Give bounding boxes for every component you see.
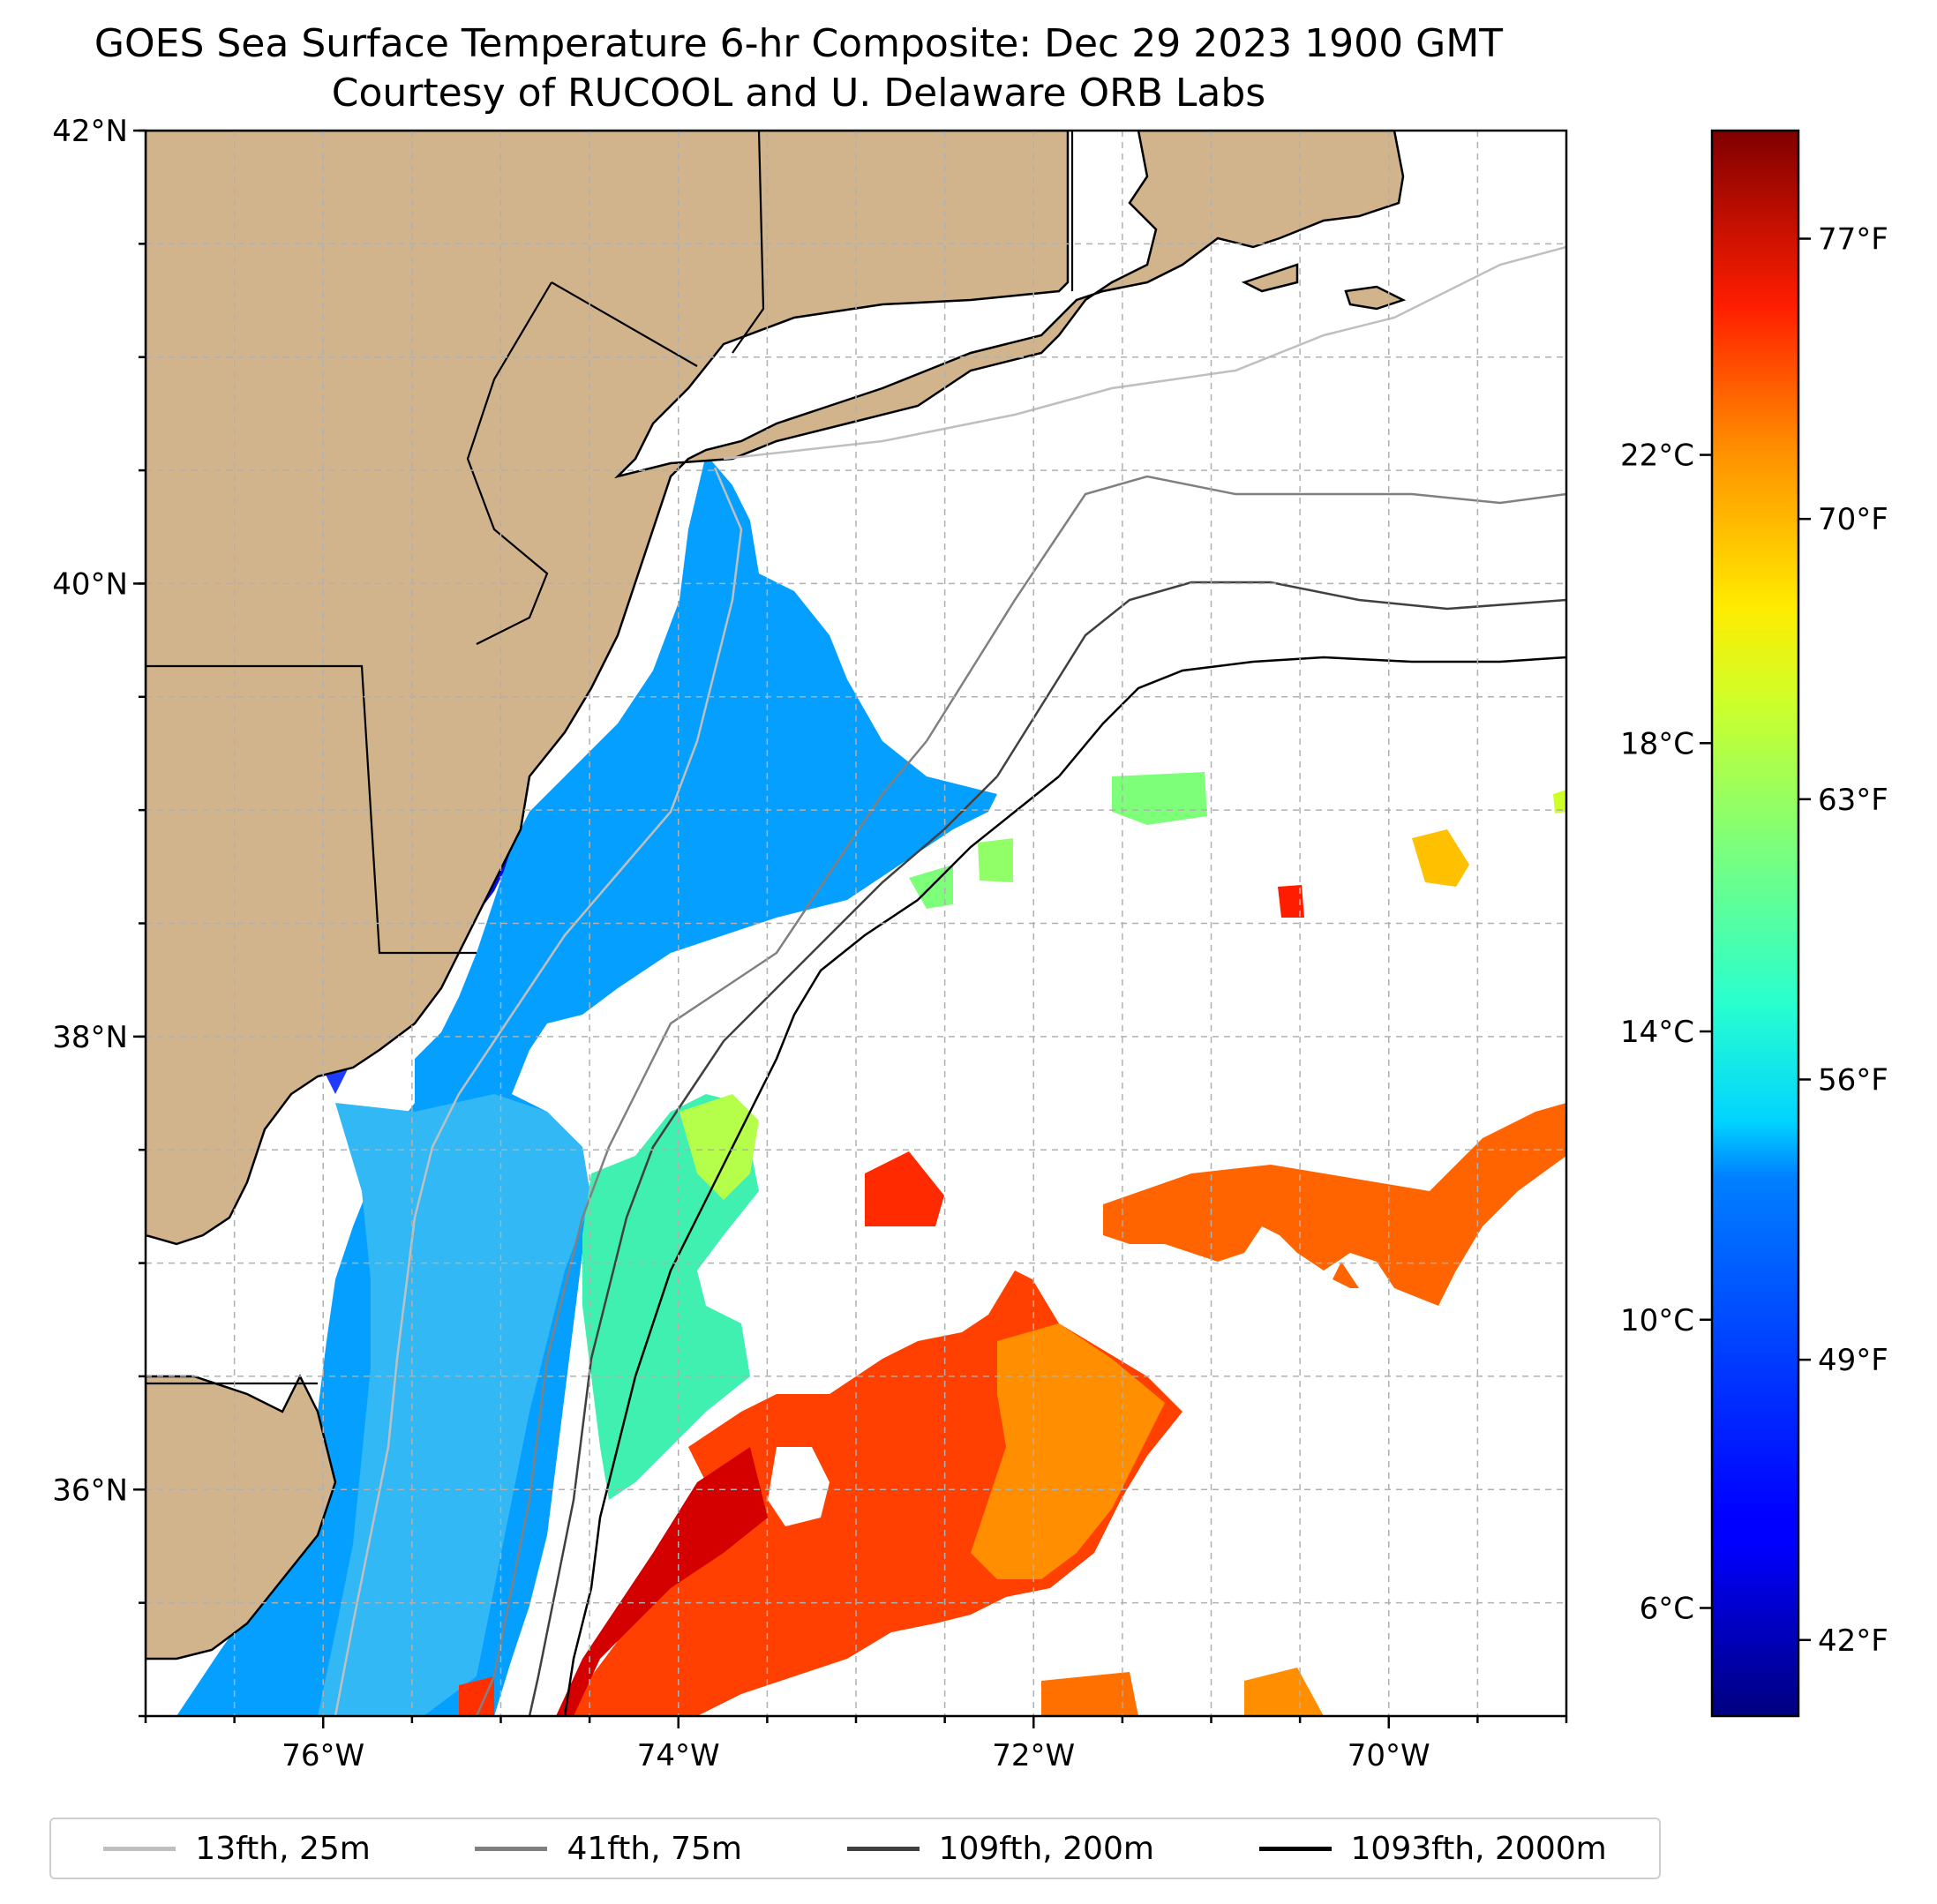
land-layer: [146, 131, 1407, 1660]
legend-swatch: [103, 1846, 176, 1851]
contour-200m-north: [995, 581, 1566, 777]
lat-tick-label: 42°N: [52, 114, 128, 149]
border-ny-ct: [732, 131, 765, 354]
legend-item-75m: 41fth, 75m: [475, 1831, 742, 1867]
border-pa-nj: [466, 281, 552, 645]
gulf-stream-eddy: [865, 1151, 944, 1226]
warm-slope-sst: [679, 1094, 759, 1200]
axis-ticks: [133, 129, 1568, 1728]
lat-tick-label: 36°N: [52, 1473, 128, 1508]
legend-label: 41fth, 75m: [567, 1830, 742, 1867]
border-ny-pa: [551, 281, 698, 367]
mainland: [146, 131, 1405, 1246]
gulf-stream-north-wall: [1103, 1103, 1566, 1306]
celsius-tick-label: 14°C: [1620, 1015, 1694, 1050]
contour-25m: [334, 467, 743, 1716]
fahrenheit-tick-label: 42°F: [1818, 1623, 1888, 1659]
lat-tick-label: 38°N: [52, 1020, 128, 1055]
legend-item-200m: 109fth, 200m: [846, 1830, 1154, 1867]
legend-label: 13fth, 25m: [195, 1830, 371, 1867]
fahrenheit-tick-label: 77°F: [1818, 222, 1888, 258]
lon-tick-label: 76°W: [282, 1738, 364, 1773]
celsius-tick-label: 6°C: [1640, 1591, 1694, 1626]
gulf-stream-fragment: [1333, 1262, 1359, 1288]
southern-shelf-sst: [318, 1094, 591, 1716]
legend-item-25m: 13fth, 25m: [103, 1831, 371, 1867]
virginia-nc-land: [146, 1374, 337, 1660]
legend-item-2000m: 1093fth, 2000m: [1258, 1830, 1607, 1867]
offshore-patch-red: [1278, 885, 1304, 918]
colorbar-celsius-ticks: 22°C 18°C 14°C 10°C 6°C: [1620, 439, 1712, 1626]
fahrenheit-tick-label: 70°F: [1818, 502, 1888, 537]
longitude-labels: 76°W 74°W 72°W 70°W: [282, 1738, 1430, 1773]
legend-swatch: [846, 1846, 920, 1851]
contour-75m: [475, 740, 927, 1716]
sst-data-layer: [146, 454, 1566, 1716]
celsius-tick-label: 18°C: [1620, 726, 1694, 761]
cloud-gap: [768, 1447, 830, 1526]
celsius-tick-label: 22°C: [1620, 439, 1694, 474]
lon-tick-label: 72°W: [992, 1738, 1075, 1773]
fahrenheit-tick-label: 49°F: [1818, 1343, 1888, 1378]
contour-75m-north: [925, 475, 1566, 742]
fahrenheit-tick-label: 63°F: [1818, 783, 1888, 818]
map-title: GOES Sea Surface Temperature 6-hr Compos…: [94, 21, 1504, 66]
bathymetry-layer: [334, 245, 1566, 1716]
fahrenheit-tick-label: 56°F: [1818, 1062, 1888, 1098]
colorbar: [1712, 131, 1798, 1716]
colorbar-frame: [1710, 129, 1800, 1718]
gulf-stream-warm-core: [971, 1323, 1165, 1579]
south-patch-red: [459, 1676, 494, 1716]
legend-swatch: [475, 1846, 548, 1851]
contour-200m: [528, 776, 998, 1716]
lat-tick-label: 40°N: [52, 566, 128, 602]
marthas-vineyard: [1241, 263, 1299, 293]
south-patch-orange-2: [1244, 1668, 1324, 1716]
contour-2000m: [563, 776, 1060, 1716]
offshore-patch-green: [1112, 772, 1207, 825]
south-patch-orange: [1041, 1672, 1138, 1716]
legend-label: 1093fth, 2000m: [1350, 1830, 1607, 1867]
offshore-patch-yellow: [1412, 829, 1469, 887]
legend: 13fth, 25m 41fth, 75m 109fth, 200m 1093f…: [49, 1818, 1661, 1879]
gulf-stream-hot-band: [556, 1447, 768, 1716]
contour-25m-north: [723, 245, 1566, 461]
contour-2000m-north: [1058, 656, 1566, 777]
colorbar-fahrenheit-ticks: 77°F 70°F 63°F 56°F 49°F 42°F: [1798, 222, 1888, 1659]
legend-label: 109fth, 200m: [938, 1830, 1154, 1867]
slope-water-sst: [582, 1094, 759, 1500]
edge-patch-yellow: [1553, 790, 1566, 813]
map-subtitle: Courtesy of RUCOOL and U. Delaware ORB L…: [331, 71, 1266, 116]
lon-tick-label: 74°W: [637, 1738, 720, 1773]
celsius-tick-label: 10°C: [1620, 1303, 1694, 1338]
state-borders: [146, 131, 1074, 1385]
offshore-patch-green-3: [978, 838, 1013, 882]
latitude-labels: 42°N 40°N 38°N 36°N: [52, 114, 128, 1508]
legend-swatch: [1258, 1846, 1332, 1851]
lon-tick-label: 70°W: [1348, 1738, 1430, 1773]
border-md-pa: [146, 664, 477, 955]
gridlines: [146, 131, 1566, 1716]
